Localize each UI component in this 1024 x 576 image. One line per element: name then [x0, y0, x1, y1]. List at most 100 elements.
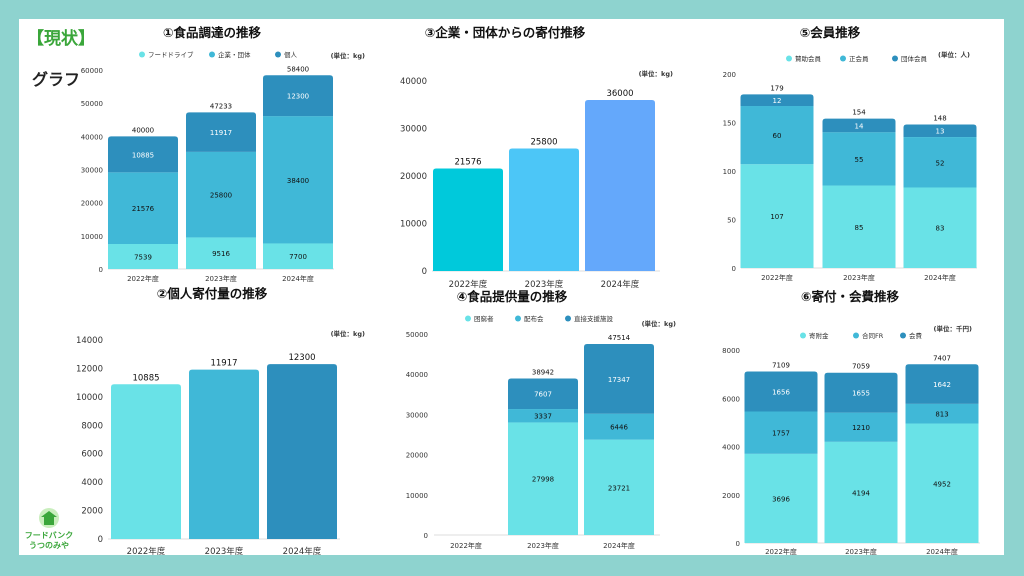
c1-ytick-0: 0	[99, 266, 103, 274]
c6-ytick-2: 4000	[722, 444, 740, 452]
logo-house-icon	[41, 511, 57, 525]
c1-total-label-0: 40000	[132, 126, 154, 134]
c2-bar-0	[111, 384, 181, 539]
c4-bar-2-series-0	[584, 439, 654, 535]
c3-title: ③企業・団体からの寄付推移	[425, 25, 586, 40]
c3-ytick-2: 20000	[400, 172, 427, 182]
c4-bar-2-series-2	[584, 343, 654, 414]
c4-category-0: 2022年度	[450, 541, 482, 550]
c4-total-label-1: 38942	[532, 368, 554, 376]
c5-ytick-4: 200	[723, 71, 736, 79]
c6-ytick-1: 2000	[722, 492, 740, 500]
c4-ytick-2: 20000	[406, 452, 428, 460]
c1-bar-0-series-2	[108, 136, 178, 173]
c3-ytick-4: 40000	[400, 77, 427, 87]
c3-bar-0	[433, 168, 503, 271]
c4-ytick-1: 10000	[406, 492, 428, 500]
c6-bar-0-series-1	[744, 411, 818, 454]
c2-unit-label: (単位：kg)	[331, 329, 365, 338]
c2-category-2: 2024年度	[283, 546, 322, 557]
c5-category-2: 2024年度	[924, 273, 956, 282]
c5-ytick-1: 50	[727, 217, 736, 225]
c1-bar-1-series-1	[186, 151, 256, 238]
c6-bar-2-series-1	[905, 403, 979, 424]
c4-total-label-2: 47514	[608, 334, 631, 342]
c4-legend-label-1: 配布会	[524, 314, 544, 323]
c6-bar-0-series-2	[744, 371, 818, 412]
c1-total-label-1: 47233	[210, 102, 232, 110]
c2-category-0: 2022年度	[127, 546, 166, 557]
c2-ytick-7: 14000	[76, 336, 103, 346]
c4-data-label-1-2: 7607	[534, 391, 552, 399]
c5-bar-0-series-0	[740, 164, 814, 268]
c3-data-label-1: 25800	[530, 137, 557, 147]
c5-legend-marker-2	[892, 55, 898, 62]
c2-bar-1	[189, 369, 259, 539]
c3-bar-1	[509, 148, 579, 271]
c6-bar-2-series-0	[905, 423, 979, 543]
c1-data-label-0-1: 21576	[132, 205, 155, 213]
c6-data-label-0-2: 1656	[772, 388, 790, 396]
food-bank-logo: フードバンク うつのみや	[25, 508, 73, 550]
c1-legend-marker-2	[275, 51, 281, 58]
c1-title: ①食品調達の推移	[163, 25, 262, 40]
c5-data-label-1-2: 14	[855, 122, 864, 130]
c4-ytick-4: 40000	[406, 371, 428, 379]
c1-ytick-2: 20000	[81, 200, 103, 208]
c2-ytick-2: 4000	[81, 478, 103, 488]
c5-data-label-0-1: 60	[773, 132, 782, 140]
c6-ytick-0: 0	[736, 540, 740, 548]
c3-category-1: 2023年度	[525, 279, 564, 290]
c2-bar-2	[267, 364, 337, 539]
c1-bar-1-series-0	[186, 237, 256, 269]
c6-data-label-1-2: 1655	[852, 390, 870, 398]
c6-bar-0-series-0	[744, 453, 818, 543]
c2-data-label-0: 10885	[132, 373, 159, 383]
c6-legend-marker-1	[853, 332, 859, 339]
c4-data-label-2-2: 17347	[608, 376, 630, 384]
c1-ytick-5: 50000	[81, 100, 103, 108]
c6-data-label-0-0: 3696	[772, 495, 790, 503]
c6-bar-1-series-1	[824, 412, 898, 442]
c2-ytick-5: 10000	[76, 393, 103, 403]
c2-data-label-1: 11917	[210, 359, 237, 369]
c6-total-label-0: 7109	[772, 361, 790, 369]
c5-bar-2-series-0	[903, 187, 977, 268]
c4-bar-1-series-0	[508, 422, 578, 535]
c1-data-label-0-0: 7539	[134, 253, 152, 261]
c1-data-label-1-0: 9516	[212, 250, 230, 258]
c4-category-1: 2023年度	[527, 541, 559, 550]
c5-total-label-1: 154	[852, 109, 866, 117]
c6-ytick-4: 8000	[722, 347, 740, 355]
c2-ytick-6: 12000	[76, 364, 103, 374]
c1-bar-2-series-2	[263, 75, 333, 117]
c6-total-label-2: 7407	[933, 354, 951, 362]
c1-category-1: 2023年度	[205, 274, 237, 283]
c5-ytick-2: 100	[723, 168, 736, 176]
c6-unit-label: (単位：千円)	[934, 324, 972, 333]
c4-legend-label-2: 直接支援施設	[574, 314, 614, 323]
c4-ytick-0: 0	[424, 532, 428, 540]
graph-label: グラフ	[32, 70, 81, 89]
c5-ytick-3: 150	[723, 120, 736, 128]
c4-category-2: 2024年度	[603, 541, 635, 550]
c1-bar-1-series-2	[186, 112, 256, 152]
c6-data-label-2-2: 1642	[933, 381, 951, 389]
c6-legend-marker-2	[900, 332, 906, 339]
c2-ytick-3: 6000	[81, 450, 103, 460]
c5-bar-0-series-2	[740, 94, 814, 107]
c1-legend-marker-0	[139, 51, 145, 58]
c6-legend-label-0: 寄附金	[809, 331, 829, 340]
c3-data-label-2: 36000	[606, 89, 633, 99]
c1-bar-2-series-1	[263, 116, 333, 244]
c1-ytick-1: 10000	[81, 233, 103, 241]
c4-legend-label-0: 困窮者	[474, 314, 494, 323]
c5-data-label-2-1: 52	[936, 159, 945, 167]
c5-total-label-2: 148	[933, 114, 946, 122]
c5-data-label-1-1: 55	[855, 156, 864, 164]
c3-ytick-3: 30000	[400, 125, 427, 135]
status-label: 【現状】	[27, 29, 95, 49]
c1-legend-label-0: フードドライブ	[148, 50, 194, 59]
c1-legend-label-2: 個人	[284, 50, 298, 59]
